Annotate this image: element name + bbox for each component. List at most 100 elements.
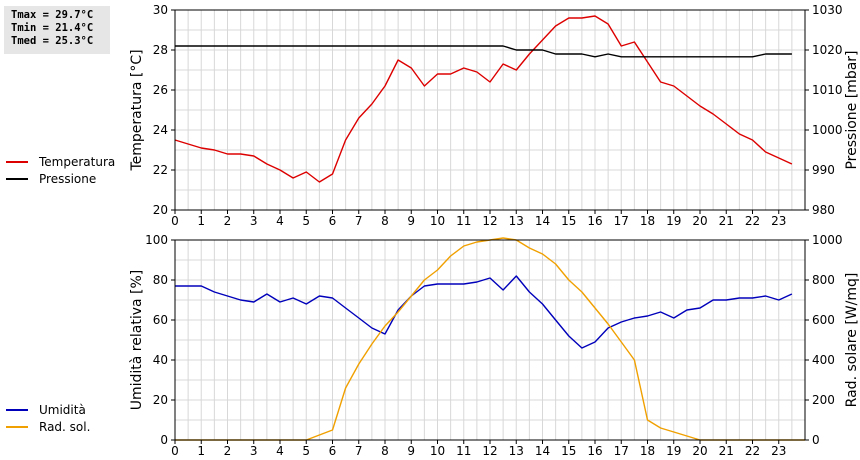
legend-label-pressione: Pressione [39, 171, 97, 186]
y-left-tick-label: 28 [153, 43, 168, 57]
x-tick-label: 3 [250, 214, 258, 228]
y-left-tick-label: 20 [153, 203, 168, 217]
legend-label-temperatura: Temperatura [39, 154, 116, 169]
stats-box: Tmax = 29.7°C Tmin = 21.4°C Tmed = 25.3°… [4, 6, 110, 54]
series-line-pressione [175, 45, 792, 58]
x-tick-label: 0 [171, 214, 179, 228]
y-right-tick-label: 0 [812, 433, 820, 447]
y-right-tick-label: 600 [812, 313, 835, 327]
x-tick-label: 5 [302, 444, 310, 458]
y-left-tick-label: 22 [153, 163, 168, 177]
y-right-tick-label: 200 [812, 393, 835, 407]
x-tick-label: 19 [666, 444, 681, 458]
legend-item-temperatura: Temperatura [6, 153, 115, 170]
grid-lines [174, 9, 806, 211]
legend-label-radsol: Rad. sol. [39, 419, 91, 434]
y-right-tick-label: 1000 [812, 123, 843, 137]
x-tick-label: 7 [355, 214, 363, 228]
x-tick-label: 10 [430, 214, 445, 228]
stats-tmed: Tmed = 25.3°C [11, 35, 94, 47]
stats-tmax: Tmax = 29.7°C [11, 9, 94, 21]
x-tick-label: 15 [561, 444, 576, 458]
x-tick-label: 20 [692, 444, 707, 458]
y-left-axis-label: Temperatura [°C] [129, 49, 145, 171]
y-right-axis-label: Pressione [mbar] [844, 50, 860, 169]
x-tick-label: 6 [329, 444, 337, 458]
y-left-tick-label: 40 [153, 353, 168, 367]
y-left-tick-label: 0 [160, 433, 168, 447]
x-tick-label: 8 [381, 444, 389, 458]
legend-item-radsol: Rad. sol. [6, 418, 90, 435]
y-left-tick-label: 20 [153, 393, 168, 407]
y-left-tick-label: 26 [153, 83, 168, 97]
series-line-rad-sol- [175, 237, 805, 441]
x-tick-label: 17 [614, 214, 629, 228]
x-tick-label: 3 [250, 444, 258, 458]
y-left-tick-label: 24 [153, 123, 168, 137]
x-tick-label: 17 [614, 444, 629, 458]
legend-label-umidita: Umidità [39, 402, 86, 417]
x-tick-label: 9 [407, 214, 415, 228]
y-left-tick-label: 80 [153, 273, 168, 287]
x-tick-label: 12 [482, 444, 497, 458]
legend-top: Temperatura Pressione [6, 153, 115, 187]
x-tick-label: 2 [224, 214, 232, 228]
y-left-axis-label: Umidità relativa [%] [129, 270, 145, 411]
y-right-tick-label: 800 [812, 273, 835, 287]
legend-swatch-pressione [6, 177, 28, 180]
x-tick-label: 4 [276, 214, 284, 228]
y-right-tick-label: 1010 [812, 83, 843, 97]
x-tick-label: 0 [171, 444, 179, 458]
series-line-temperatura [174, 15, 793, 183]
x-tick-label: 1 [197, 214, 205, 228]
x-tick-label: 18 [640, 214, 655, 228]
x-tick-label: 10 [430, 444, 445, 458]
x-tick-label: 21 [719, 214, 734, 228]
series-line-umidit- [175, 275, 793, 349]
stats-tmin: Tmin = 21.4°C [11, 22, 94, 34]
y-right-tick-label: 1020 [812, 43, 843, 57]
x-tick-label: 12 [482, 214, 497, 228]
y-right-tick-label: 1030 [812, 3, 843, 17]
y-left-tick-label: 60 [153, 313, 168, 327]
legend-swatch-temperatura [6, 160, 28, 163]
x-tick-label: 22 [745, 214, 760, 228]
x-tick-label: 13 [509, 444, 524, 458]
x-tick-label: 14 [535, 214, 550, 228]
x-tick-label: 2 [224, 444, 232, 458]
legend-bottom: Umidità [6, 401, 86, 418]
x-tick-label: 11 [456, 214, 471, 228]
y-right-tick-label: 990 [812, 163, 835, 177]
x-tick-label: 18 [640, 444, 655, 458]
x-tick-label: 19 [666, 214, 681, 228]
y-right-tick-label: 400 [812, 353, 835, 367]
x-tick-label: 23 [771, 214, 786, 228]
x-tick-label: 5 [302, 214, 310, 228]
x-tick-label: 9 [407, 444, 415, 458]
x-tick-label: 23 [771, 444, 786, 458]
legend-swatch-umidita [6, 408, 28, 411]
y-right-axis-label: Rad. solare [W/mq] [844, 273, 860, 408]
x-tick-label: 14 [535, 444, 550, 458]
x-tick-label: 1 [197, 444, 205, 458]
x-tick-label: 22 [745, 444, 760, 458]
x-tick-label: 4 [276, 444, 284, 458]
x-tick-label: 8 [381, 214, 389, 228]
legend-item-umidita: Umidità [6, 401, 86, 418]
y-right-tick-label: 980 [812, 203, 835, 217]
y-left-tick-label: 100 [145, 233, 168, 247]
x-tick-label: 16 [587, 214, 602, 228]
x-tick-label: 20 [692, 214, 707, 228]
legend-item-pressione: Pressione [6, 170, 115, 187]
x-tick-label: 16 [587, 444, 602, 458]
legend-swatch-radsol [6, 425, 28, 428]
x-tick-label: 7 [355, 444, 363, 458]
x-tick-label: 13 [509, 214, 524, 228]
x-tick-label: 11 [456, 444, 471, 458]
y-right-tick-label: 1000 [812, 233, 843, 247]
grid-lines [174, 239, 806, 441]
x-tick-label: 15 [561, 214, 576, 228]
